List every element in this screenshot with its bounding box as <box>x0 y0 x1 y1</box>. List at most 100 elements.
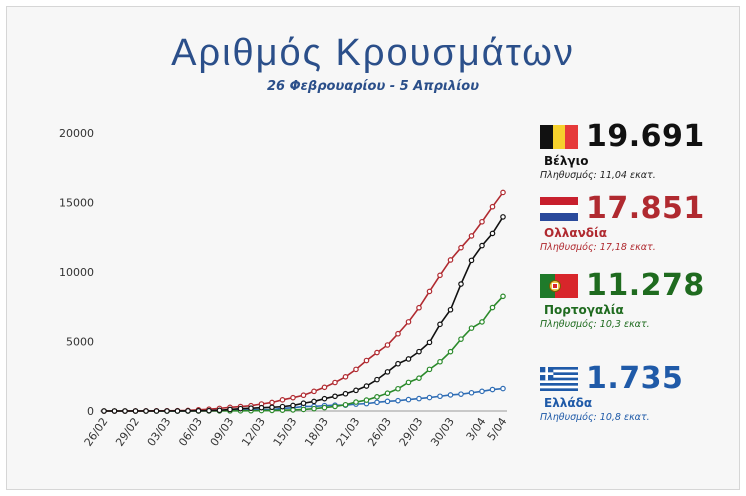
data-point <box>300 406 307 413</box>
data-point <box>279 397 286 403</box>
series-line <box>104 216 504 412</box>
chart-subtitle: 26 Φεβρουαρίου - 5 Απριλίου <box>267 79 479 94</box>
data-point <box>248 405 254 412</box>
greece-total: 1.735 <box>586 361 684 396</box>
x-tick-label: 29/03 <box>397 415 426 448</box>
legend-netherlands: 17.851 Ολλανδία Πληθυσμός: 17,18 εκατ. <box>540 193 740 253</box>
x-tick-label: 12/03 <box>239 415 268 448</box>
data-point <box>227 406 233 413</box>
y-tick-label: 10000 <box>59 266 94 279</box>
data-point <box>332 393 338 400</box>
data-point <box>353 366 359 373</box>
data-point <box>489 203 496 210</box>
data-point <box>384 398 391 405</box>
data-point <box>416 395 422 402</box>
data-point <box>269 399 275 406</box>
x-tick-label: 29/02 <box>113 415 142 448</box>
x-tick-label: 06/03 <box>176 415 205 448</box>
data-point <box>384 342 391 348</box>
data-point <box>479 319 485 325</box>
data-point <box>468 389 475 396</box>
belgium-population: Πληθυσμός: 11,04 εκατ. <box>540 170 656 181</box>
legend-belgium: 19.691 Βέλγιο Πληθυσμός: 11,04 εκατ. <box>540 121 740 181</box>
chart-title: Αριθμός Κρουσμάτων <box>171 32 575 74</box>
greece-population: Πληθυσμός: 10,8 εκατ. <box>540 412 650 423</box>
data-point <box>174 408 181 414</box>
legend-greece: 1.735 Ελλάδα Πληθυσμός: 10,8 εκατ. <box>540 363 740 423</box>
data-point <box>489 230 496 237</box>
y-tick-label: 0 <box>87 405 94 418</box>
data-point <box>458 391 464 397</box>
data-point <box>405 319 412 325</box>
belgium-name: Βέλγιο <box>544 154 589 168</box>
data-point <box>416 304 422 311</box>
data-point <box>458 336 464 342</box>
data-point <box>332 403 338 410</box>
x-tick-label: 03/03 <box>145 415 174 448</box>
data-point <box>500 385 506 392</box>
portugal-name: Πορτογαλία <box>544 303 624 317</box>
data-point <box>426 366 433 373</box>
data-point <box>132 408 139 414</box>
data-point <box>500 293 506 300</box>
data-point <box>237 405 244 412</box>
netherlands-total: 17.851 <box>586 191 705 226</box>
data-point <box>122 408 128 414</box>
netherlands-name: Ολλανδία <box>544 226 607 240</box>
greece-name: Ελλάδα <box>544 396 593 410</box>
data-point <box>342 374 349 380</box>
data-point <box>416 375 422 381</box>
y-tick-label: 20000 <box>59 127 94 140</box>
x-tick-label: 3/04 <box>464 415 489 443</box>
data-point <box>321 395 328 402</box>
data-point <box>447 257 454 263</box>
data-point <box>374 376 380 383</box>
data-point <box>489 304 496 311</box>
data-point <box>416 348 422 355</box>
x-tick-label: 26/02 <box>82 415 111 448</box>
data-point <box>332 379 338 386</box>
data-point <box>426 339 433 346</box>
y-tick-label: 5000 <box>66 336 94 349</box>
data-point <box>437 358 443 365</box>
data-point <box>405 379 412 386</box>
data-point <box>374 349 380 356</box>
data-point <box>405 396 412 403</box>
legend-portugal: 11.278 Πορτογαλία Πληθυσμός: 10,3 εκατ. <box>540 270 740 330</box>
x-tick-label: 26/03 <box>365 415 394 448</box>
data-point <box>164 408 170 414</box>
greece-flag-icon <box>540 367 578 391</box>
data-point <box>290 407 296 413</box>
data-point <box>395 360 401 367</box>
data-point <box>426 288 433 295</box>
data-point <box>426 394 433 401</box>
data-point <box>500 214 506 220</box>
y-tick-label: 15000 <box>59 197 94 210</box>
data-point <box>395 330 401 337</box>
data-point <box>405 356 412 362</box>
data-point <box>447 348 454 355</box>
data-point <box>101 408 107 414</box>
data-point <box>311 398 317 405</box>
data-point <box>395 397 401 404</box>
data-point <box>143 408 149 414</box>
data-point <box>290 394 296 401</box>
x-tick-label: 21/03 <box>334 415 363 448</box>
portugal-population: Πληθυσμός: 10,3 εκατ. <box>540 319 650 330</box>
data-point <box>216 407 223 414</box>
data-point <box>374 394 380 400</box>
data-point <box>185 408 191 414</box>
data-point <box>468 257 475 264</box>
data-point <box>437 393 443 400</box>
data-point <box>321 404 328 411</box>
data-point <box>437 321 443 328</box>
data-point <box>374 399 380 406</box>
data-point <box>195 408 202 414</box>
data-point <box>300 392 307 399</box>
data-point <box>258 404 265 411</box>
portugal-flag-icon <box>540 274 578 298</box>
data-point <box>353 387 359 394</box>
series-line <box>104 191 504 412</box>
data-point <box>468 233 475 239</box>
